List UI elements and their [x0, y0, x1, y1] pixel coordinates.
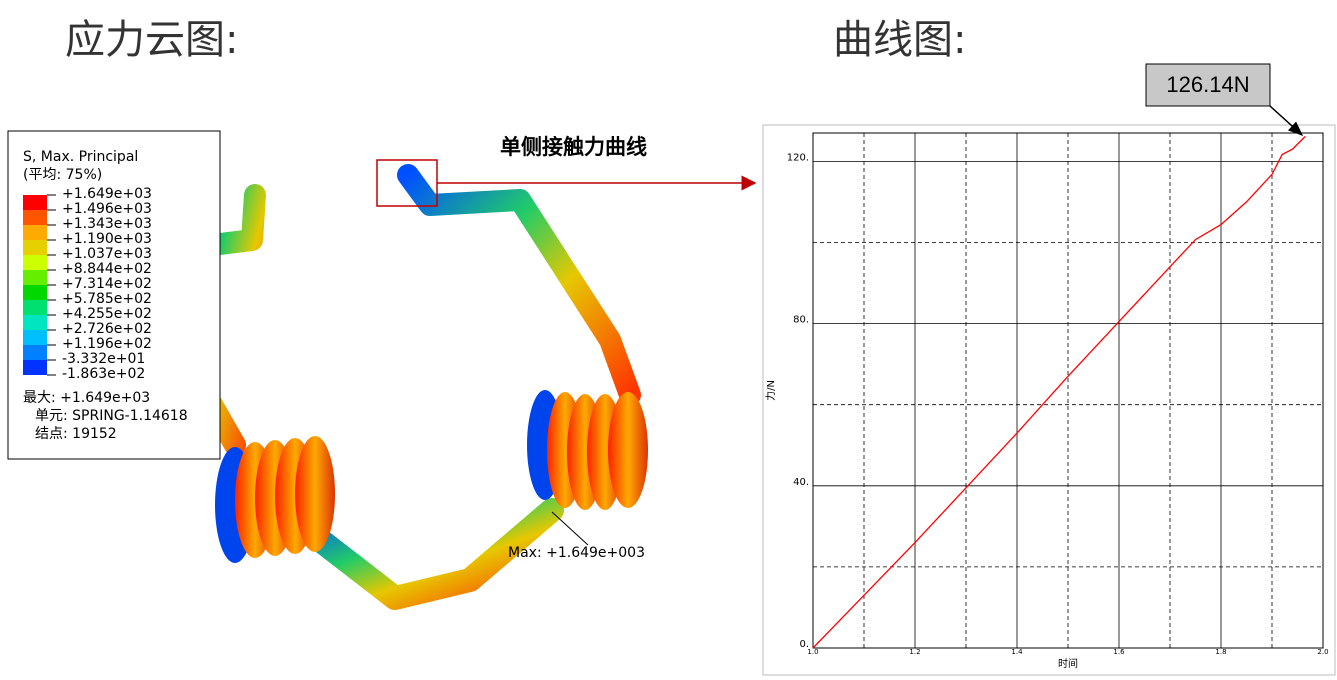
annotation: 126.14N [1166, 72, 1249, 97]
legend-label: -3.332e+01 [62, 351, 145, 367]
legend-label: +1.343e+03 [62, 216, 152, 232]
legend-swatch [23, 240, 47, 255]
chart-frame [762, 124, 1336, 676]
legend-label: +1.196e+02 [62, 336, 152, 352]
legend-swatch [23, 300, 47, 315]
legend-swatch [23, 210, 47, 225]
legend-swatch [23, 315, 47, 330]
curve-caption: 单侧接触力曲线 [500, 135, 647, 159]
legend-swatch [23, 225, 47, 240]
y-tick-label: 120. [787, 152, 809, 163]
legend-swatch [23, 345, 47, 360]
legend-swatch [23, 195, 47, 210]
chart: 1.0 1.2 1.4 1.6 1.8 2.0 0. 40. 80. 120. 时间 力/N [764, 132, 1329, 670]
spring-model [177, 164, 648, 610]
legend-swatch [23, 285, 47, 300]
legend-swatch [23, 330, 47, 345]
legend-label: +1.190e+03 [62, 231, 152, 247]
y-tick-label: 80. [793, 315, 809, 326]
y-tick-label: 40. [793, 477, 809, 488]
x-tick-label: 1.8 [1215, 648, 1226, 656]
x-tick-label: 1.2 [909, 648, 920, 656]
legend-label: +4.255e+02 [62, 306, 152, 322]
legend-max: 最大: +1.649e+03 [23, 390, 150, 406]
x-tick-label: 1.6 [1113, 648, 1125, 656]
legend-label: +8.844e+02 [62, 261, 152, 277]
annotation-box [1145, 63, 1271, 107]
legend-label: -1.863e+02 [62, 366, 145, 382]
x-axis-label: 时间 [1058, 657, 1078, 670]
legend-label: +2.726e+02 [62, 321, 152, 337]
y-axis-label: 力/N [764, 380, 777, 401]
legend-label: +1.496e+03 [62, 201, 152, 217]
legend-label: +1.037e+03 [62, 246, 152, 262]
legend-subtitle: (平均: 75%) [23, 167, 102, 183]
data-line [812, 136, 1306, 649]
x-tick-label: 1.0 [807, 648, 818, 656]
max-annotation: Max: +1.649e+003 [508, 545, 645, 561]
annotation-arrow [1269, 105, 1304, 137]
legend-swatch [23, 360, 47, 375]
legend-label: +7.314e+02 [62, 276, 152, 292]
legend-element: 单元: SPRING-1.14618 [35, 408, 188, 424]
x-tick-label: 2.0 [1317, 648, 1328, 656]
legend-swatch [23, 255, 47, 270]
legend-label: +5.785e+02 [62, 291, 152, 307]
x-tick-label: 1.4 [1011, 648, 1023, 656]
legend-title: S, Max. Principal [23, 149, 138, 165]
left-title: 应力云图: [65, 17, 238, 63]
right-title: 曲线图: [833, 17, 966, 63]
y-tick-label: 0. [799, 639, 809, 650]
legend: S, Max. Principal (平均: 75%) 最大: +1.649e+… [23, 149, 188, 442]
legend-swatch [23, 270, 47, 285]
legend-label: +1.649e+03 [62, 186, 152, 202]
legend-node: 结点: 19152 [35, 426, 117, 442]
